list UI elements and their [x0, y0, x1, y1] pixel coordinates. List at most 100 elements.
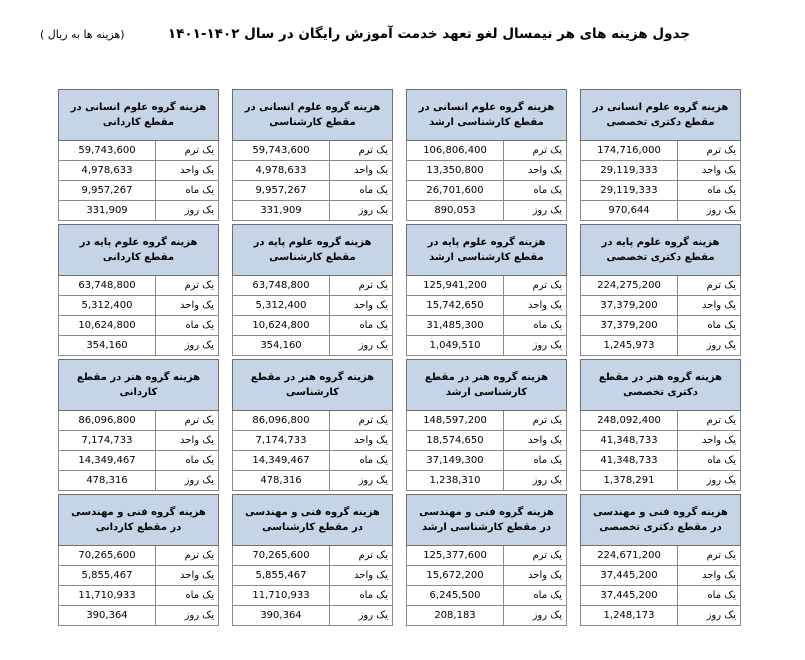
cost-table-header: هزینه گروه فنی و مهندسی در مقطع کارشناسی: [232, 494, 393, 546]
cost-table: هزینه گروه علوم پایه در مقطع کارشناسی یک…: [232, 224, 393, 357]
period-label: یک واحد: [155, 565, 219, 586]
table-row: یک واحد 4,978,633: [232, 160, 393, 181]
table-row: یک ترم 63,748,800: [232, 276, 393, 296]
period-label: یک ماه: [329, 585, 393, 606]
cost-amount: 106,806,400: [406, 141, 504, 161]
cost-amount: 248,092,400: [580, 411, 678, 431]
table-row: یک روز 1,049,510: [406, 335, 567, 356]
table-row: یک روز 354,160: [232, 335, 393, 356]
cost-table-header: هزینه گروه فنی و مهندسی در مقطع دکتری تخ…: [580, 494, 741, 546]
cost-table-body: یک ترم 248,092,400 یک واحد 41,348,733 یک ماه…: [580, 411, 741, 491]
period-label: یک ماه: [329, 315, 393, 336]
period-label: یک ترم: [677, 276, 741, 296]
period-label: یک روز: [329, 470, 393, 491]
cost-amount: 11,710,933: [58, 585, 156, 606]
period-label: یک ماه: [155, 180, 219, 201]
period-label: یک ترم: [155, 141, 219, 161]
cost-table-header: هزینه گروه هنر در مقطع کارشناسی ارشد: [406, 359, 567, 411]
cost-amount: 63,748,800: [232, 276, 330, 296]
table-row: یک ترم 86,096,800: [232, 411, 393, 431]
cost-table-body: یک ترم 148,597,200 یک واحد 18,574,650 یک ماه…: [406, 411, 567, 491]
table-row: یک ترم 248,092,400: [580, 411, 741, 431]
cost-amount: 15,672,200: [406, 565, 504, 586]
period-label: یک روز: [155, 335, 219, 356]
cost-amount: 14,349,467: [232, 450, 330, 471]
period-label: یک روز: [677, 200, 741, 221]
table-row: یک ماه 37,445,200: [580, 585, 741, 606]
cost-amount: 37,445,200: [580, 565, 678, 586]
cost-amount: 125,377,600: [406, 546, 504, 566]
cost-table-header: هزینه گروه هنر در مقطع کارشناسی: [232, 359, 393, 411]
cost-amount: 70,265,600: [232, 546, 330, 566]
cost-table-body: یک ترم 63,748,800 یک واحد 5,312,400 یک ماه 10…: [58, 276, 219, 356]
period-label: یک واحد: [677, 295, 741, 316]
period-label: یک واحد: [155, 430, 219, 451]
period-label: یک واحد: [503, 565, 567, 586]
table-row: یک روز 1,248,173: [580, 605, 741, 626]
period-label: یک واحد: [503, 430, 567, 451]
table-row: یک ماه 31,485,300: [406, 315, 567, 336]
cost-amount: 174,716,000: [580, 141, 678, 161]
table-row: یک ماه 26,701,600: [406, 180, 567, 201]
table-row: یک ماه 14,349,467: [58, 450, 219, 471]
table-row: یک واحد 18,574,650: [406, 430, 567, 451]
table-row: یک روز 331,909: [58, 200, 219, 221]
cost-amount: 26,701,600: [406, 180, 504, 201]
table-row: یک ترم 59,743,600: [232, 141, 393, 161]
table-row: یک واحد 5,312,400: [232, 295, 393, 316]
cost-table: هزینه گروه علوم انسانی در مقطع دکتری تخص…: [580, 89, 741, 222]
table-row: یک واحد 29,119,333: [580, 160, 741, 181]
period-label: یک روز: [677, 605, 741, 626]
table-row: یک روز 478,316: [232, 470, 393, 491]
period-label: یک ترم: [155, 411, 219, 431]
table-row: یک واحد 7,174,733: [58, 430, 219, 451]
cost-amount: 208,183: [406, 605, 504, 626]
cost-table: هزینه گروه هنر در مقطع کارشناسی ارشد یک …: [406, 359, 567, 492]
table-row: یک واحد 15,742,650: [406, 295, 567, 316]
period-label: یک ترم: [677, 141, 741, 161]
cost-amount: 10,624,800: [232, 315, 330, 336]
cost-amount: 5,312,400: [232, 295, 330, 316]
cost-table: هزینه گروه علوم پایه در مقطع کارشناسی ار…: [406, 224, 567, 357]
table-row: یک ماه 11,710,933: [58, 585, 219, 606]
period-label: یک ماه: [155, 450, 219, 471]
table-row: یک روز 1,245,973: [580, 335, 741, 356]
period-label: یک روز: [155, 470, 219, 491]
table-row: یک روز 208,183: [406, 605, 567, 626]
period-label: یک روز: [155, 605, 219, 626]
period-label: یک ترم: [503, 546, 567, 566]
table-row: یک روز 478,316: [58, 470, 219, 491]
period-label: یک روز: [677, 470, 741, 491]
table-row: یک واحد 37,379,200: [580, 295, 741, 316]
cost-amount: 1,245,973: [580, 335, 678, 356]
period-label: یک ترم: [155, 276, 219, 296]
table-row: یک روز 354,160: [58, 335, 219, 356]
table-row: یک واحد 5,855,467: [58, 565, 219, 586]
table-row: یک واحد 7,174,733: [232, 430, 393, 451]
table-row: یک ماه 10,624,800: [232, 315, 393, 336]
cost-table-body: یک ترم 86,096,800 یک واحد 7,174,733 یک ماه 14…: [58, 411, 219, 491]
period-label: یک ماه: [503, 585, 567, 606]
table-row: یک روز 1,378,291: [580, 470, 741, 491]
cost-amount: 224,275,200: [580, 276, 678, 296]
cost-amount: 354,160: [58, 335, 156, 356]
cost-table-header: هزینه گروه علوم پایه در مقطع کارشناسی ار…: [406, 224, 567, 276]
cost-amount: 63,748,800: [58, 276, 156, 296]
cost-table-body: یک ترم 59,743,600 یک واحد 4,978,633 یک ماه 9,…: [58, 141, 219, 221]
cost-amount: 11,710,933: [232, 585, 330, 606]
period-label: یک واحد: [155, 295, 219, 316]
period-label: یک واحد: [329, 430, 393, 451]
period-label: یک ماه: [503, 450, 567, 471]
table-row: یک ترم 63,748,800: [58, 276, 219, 296]
period-label: یک واحد: [329, 160, 393, 181]
period-label: یک روز: [503, 335, 567, 356]
cost-amount: 15,742,650: [406, 295, 504, 316]
cost-table-header: هزینه گروه علوم انسانی در مقطع کارشناسی …: [406, 89, 567, 141]
cost-table-body: یک ترم 70,265,600 یک واحد 5,855,467 یک ماه 11…: [232, 546, 393, 626]
period-label: یک ماه: [503, 315, 567, 336]
cost-amount: 70,265,600: [58, 546, 156, 566]
period-label: یک ترم: [329, 141, 393, 161]
cost-amount: 5,855,467: [232, 565, 330, 586]
cost-amount: 7,174,733: [232, 430, 330, 451]
cost-amount: 125,941,200: [406, 276, 504, 296]
